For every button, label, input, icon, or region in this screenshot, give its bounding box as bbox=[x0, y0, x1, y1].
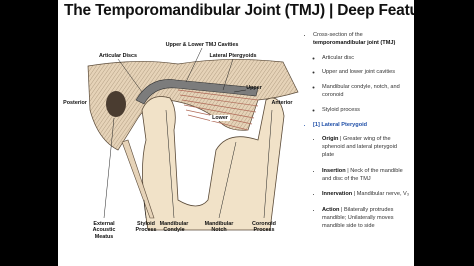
intro: Cross-section of the temporomandibular j… bbox=[313, 32, 410, 115]
item-term: Insertion bbox=[322, 167, 346, 174]
figure-label: External Acoustic Meatus bbox=[92, 221, 116, 240]
figure-label: Coronoid Process bbox=[252, 221, 276, 234]
figure-label: Upper & Lower TMJ Cavities bbox=[165, 42, 239, 48]
intro-text: Cross-section of the bbox=[313, 32, 363, 38]
figure-label: Upper bbox=[246, 85, 262, 91]
item-term: Innervation bbox=[322, 191, 353, 198]
figure-label: Styloid Process bbox=[135, 221, 157, 234]
bullet: Articular disc bbox=[322, 55, 410, 63]
item: Innervation | Mandibular nerve, V₃ bbox=[322, 191, 410, 199]
slide: The Temporomandibular Joint (TMJ) | Deep… bbox=[58, 0, 414, 266]
illustration bbox=[87, 47, 299, 231]
item-detail: | Bilaterally protrudes mandible; Unilat… bbox=[322, 207, 394, 229]
item: Origin | Greater wing of the sphenoid an… bbox=[322, 136, 410, 159]
sidebar: Cross-section of the temporomandibular j… bbox=[304, 32, 410, 239]
bullet: Upper and lower joint cavities bbox=[322, 69, 410, 77]
skull-base bbox=[87, 59, 299, 151]
figure-label: Mandibular Condyle bbox=[159, 221, 189, 234]
figure-label: Anterior bbox=[271, 100, 293, 106]
item-detail: | Neck of the mandible and disc of the T… bbox=[322, 167, 403, 182]
figure-label: Articular Discs bbox=[98, 53, 138, 59]
item-term: Action bbox=[322, 207, 340, 214]
figure-label: Lower bbox=[210, 115, 230, 122]
item-term: Origin bbox=[322, 136, 339, 143]
section-heading: [1] Lateral Pterygoid bbox=[313, 122, 410, 130]
figure-label: Posterior bbox=[63, 100, 87, 106]
figure-label: Mandibular Notch bbox=[204, 221, 234, 234]
leader-lines bbox=[103, 47, 273, 219]
figure-label: Lateral Ptergyoids bbox=[209, 53, 257, 59]
bullet: Mandibular condyle, notch, and coronoid bbox=[322, 84, 410, 100]
item: Insertion | Neck of the mandible and dis… bbox=[322, 168, 410, 184]
intro-bold: temporomandibular joint (TMJ) bbox=[313, 39, 396, 46]
bullet: Styloid process bbox=[322, 107, 410, 115]
item-detail: | Mandibular nerve, V₃ bbox=[353, 191, 410, 198]
item-detail: | Greater wing of the sphenoid and later… bbox=[322, 136, 397, 158]
acoustic-meatus bbox=[106, 91, 126, 117]
styloid-process bbox=[121, 139, 155, 219]
mandible bbox=[141, 96, 285, 231]
slide-title: The Temporomandibular Joint (TMJ) | Deep… bbox=[64, 2, 414, 19]
item: Action | Bilaterally protrudes mandible;… bbox=[322, 207, 410, 230]
articular-disc bbox=[135, 79, 259, 105]
